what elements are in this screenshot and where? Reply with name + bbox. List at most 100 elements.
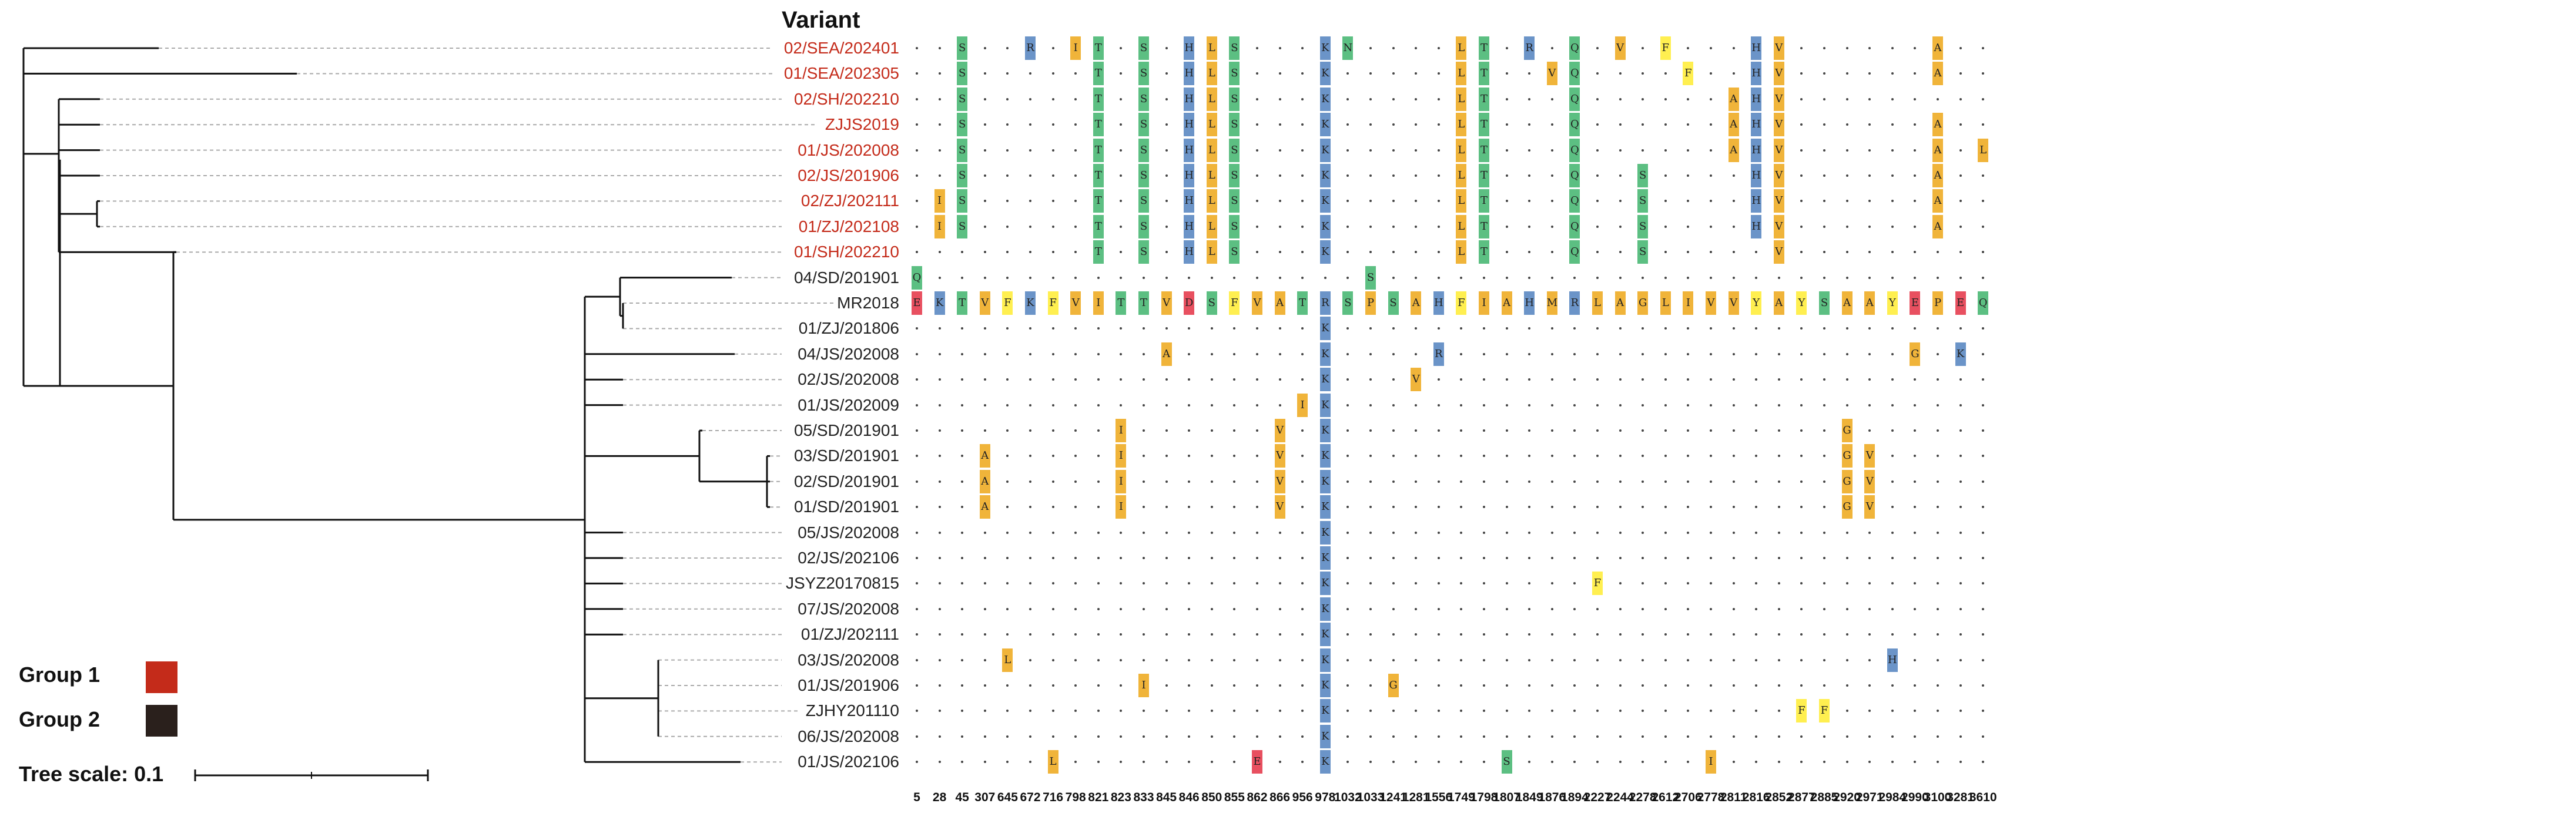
conserved-dot (1800, 276, 1803, 279)
residue-cell: S (957, 87, 968, 111)
conserved-dot (1029, 531, 1031, 534)
conserved-dot (1528, 251, 1531, 254)
conserved-dot (1483, 480, 1485, 483)
conserved-dot (1687, 455, 1690, 458)
conserved-dot (1550, 531, 1553, 534)
conserved-dot (1823, 429, 1825, 432)
conserved-dot (1346, 480, 1349, 483)
conserved-dot (1959, 200, 1962, 203)
conserved-dot (1642, 276, 1644, 279)
conserved-dot (1051, 352, 1054, 355)
conserved-dot (1256, 710, 1258, 713)
position-tick-label: 28 (932, 791, 947, 804)
conserved-dot (1755, 506, 1758, 509)
conserved-dot (1959, 684, 1962, 687)
residue-cell: V (1773, 214, 1784, 238)
conserved-dot (1051, 276, 1054, 279)
conserved-dot (1687, 352, 1690, 355)
residue-cell: L (1456, 36, 1467, 60)
position-tick-label: 645 (997, 791, 1018, 804)
conserved-dot (1165, 404, 1168, 406)
conserved-dot (1732, 47, 1735, 49)
conserved-dot (1550, 710, 1553, 713)
conserved-dot (1777, 633, 1780, 636)
conserved-dot (1165, 557, 1168, 559)
conserved-dot (1664, 98, 1667, 100)
conserved-dot (938, 352, 941, 355)
conserved-dot (916, 378, 918, 381)
conserved-dot (961, 658, 964, 661)
conserved-dot (1301, 633, 1304, 636)
residue-cell: T (1138, 291, 1149, 315)
conserved-dot (1143, 710, 1145, 713)
residue-cell: L (1456, 214, 1467, 238)
conserved-dot (1687, 710, 1690, 713)
conserved-dot (1891, 225, 1894, 228)
residue-cell: V (1773, 87, 1784, 111)
residue-cell: K (1319, 214, 1331, 238)
conserved-dot (1256, 506, 1258, 509)
conserved-dot (1165, 480, 1168, 483)
residue-cell: L (1206, 189, 1217, 213)
residue-cell: Q (1569, 87, 1580, 111)
conserved-dot (1573, 710, 1576, 713)
conserved-dot (1278, 200, 1281, 203)
conserved-dot (1460, 327, 1463, 330)
conserved-dot (1664, 352, 1667, 355)
conserved-dot (1642, 123, 1644, 126)
conserved-dot (1710, 149, 1712, 152)
position-tick-label: 307 (974, 791, 996, 804)
conserved-dot (1369, 378, 1372, 381)
conserved-dot (1619, 352, 1622, 355)
conserved-dot (1369, 429, 1372, 432)
conserved-dot (1914, 378, 1917, 381)
conserved-dot (1823, 404, 1825, 406)
conserved-dot (1959, 761, 1962, 764)
conserved-dot (1437, 761, 1440, 764)
conserved-dot (1664, 761, 1667, 764)
residue-cell: A (1773, 291, 1784, 315)
conserved-dot (1256, 455, 1258, 458)
conserved-dot (983, 404, 986, 406)
conserved-dot (1528, 276, 1531, 279)
conserved-dot (1120, 710, 1123, 713)
residue-cell: Y (1796, 291, 1807, 315)
conserved-dot (1664, 531, 1667, 534)
conserved-dot (1074, 455, 1077, 458)
conserved-dot (1891, 761, 1894, 764)
conserved-dot (1301, 582, 1304, 585)
conserved-dot (983, 633, 986, 636)
conserved-dot (1710, 582, 1712, 585)
conserved-dot (1392, 633, 1395, 636)
conserved-dot (1710, 225, 1712, 228)
conserved-dot (1256, 200, 1258, 203)
conserved-dot (916, 72, 918, 75)
conserved-dot (1437, 531, 1440, 534)
conserved-dot (1755, 378, 1758, 381)
conserved-dot (1006, 378, 1009, 381)
residue-cell: R (1433, 342, 1444, 366)
conserved-dot (1550, 47, 1553, 49)
residue-cell: T (1479, 62, 1489, 86)
conserved-dot (1460, 480, 1463, 483)
conserved-dot (1074, 225, 1077, 228)
conserved-dot (1914, 506, 1917, 509)
residue-cell: L (1978, 138, 1989, 162)
residue-cell: Q (1569, 138, 1580, 162)
conserved-dot (916, 607, 918, 610)
residue-cell: E (1910, 291, 1921, 315)
position-tick-label: 1894 (1561, 791, 1589, 804)
conserved-dot (1596, 684, 1599, 687)
conserved-dot (938, 710, 941, 713)
conserved-dot (1710, 607, 1712, 610)
residue-cell: H (1887, 648, 1898, 672)
conserved-dot (1074, 429, 1077, 432)
residue-cell: S (1138, 138, 1149, 162)
conserved-dot (1120, 658, 1123, 661)
conserved-dot (1710, 276, 1712, 279)
residue-cell: L (1047, 750, 1058, 774)
residue-cell: V (1252, 291, 1262, 315)
conserved-dot (1278, 710, 1281, 713)
conserved-dot (1642, 710, 1644, 713)
conserved-dot (1891, 149, 1894, 152)
